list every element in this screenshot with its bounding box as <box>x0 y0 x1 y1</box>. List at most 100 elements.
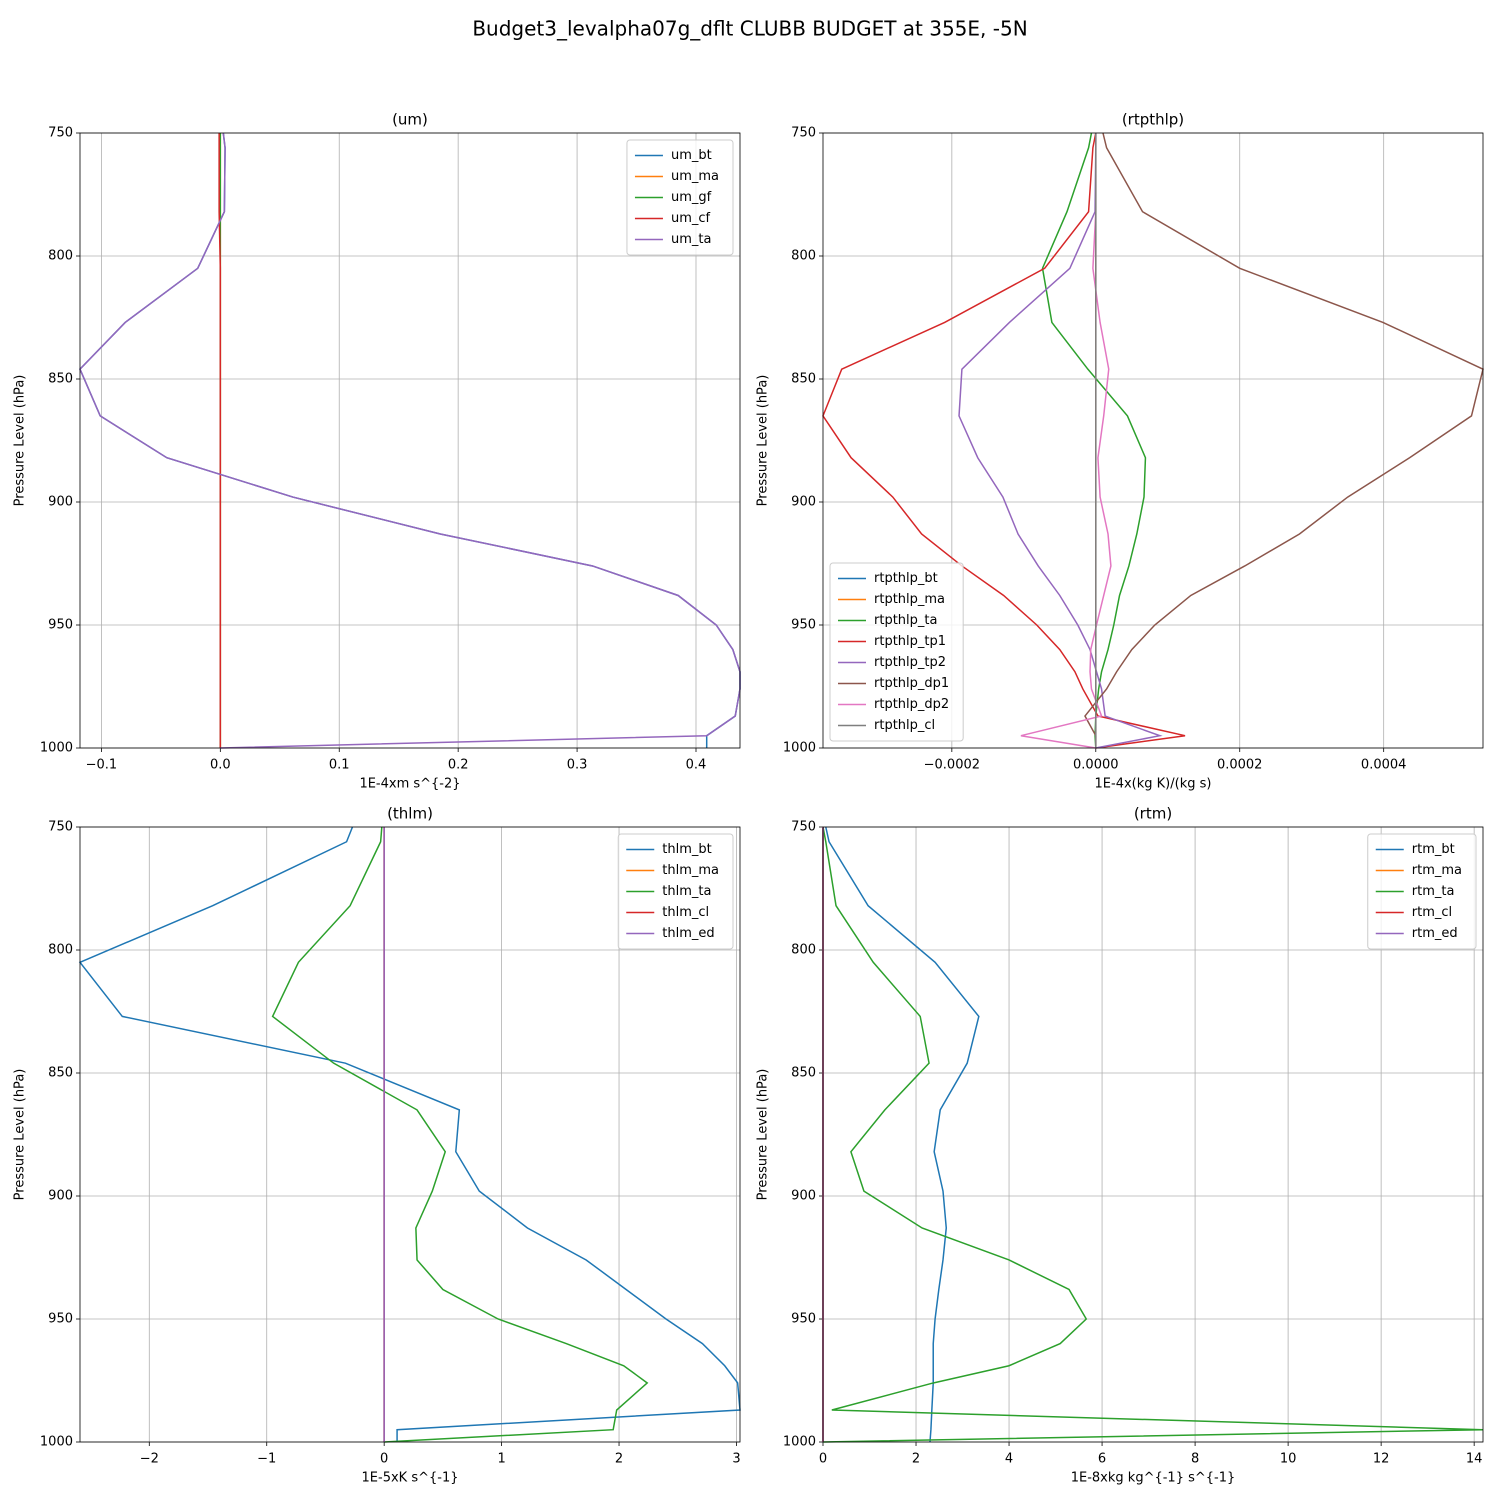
series-line <box>822 826 1484 1443</box>
legend-label: thlm_bt <box>662 842 711 857</box>
y-tick-label: 750 <box>48 126 73 141</box>
legend: um_bt um_ma um_gf um_cf um_ta <box>626 139 734 256</box>
legend: rtm_bt rtm_ma rtm_ta rtm_cl rtm_ed <box>1367 833 1477 950</box>
y-tick-label: 950 <box>48 618 73 633</box>
y-tick-label: 900 <box>791 495 816 510</box>
y-tick-label: 750 <box>48 820 73 835</box>
legend: thlm_bt thlm_ma thlm_ta thlm_cl thlm_ed <box>617 833 734 950</box>
legend-label: rtpthlp_tp1 <box>874 634 946 649</box>
y-axis-label: Pressure Level (hPa) <box>13 1069 28 1201</box>
y-axis-label: Pressure Level (hPa) <box>756 375 771 507</box>
x-tick-label: −2 <box>140 1452 159 1467</box>
legend-label: thlm_ed <box>662 926 714 941</box>
legend-box <box>829 562 964 742</box>
x-tick-label: 2 <box>912 1452 920 1467</box>
y-tick-label: 950 <box>48 1312 73 1327</box>
legend-label: rtpthlp_ta <box>874 613 937 628</box>
y-tick-label: 900 <box>48 1189 73 1204</box>
legend-label: rtm_cl <box>1412 905 1452 920</box>
legend-label: um_cf <box>671 211 711 226</box>
x-tick-label: 0.0000 <box>1073 758 1119 773</box>
legend-label: um_ta <box>671 232 711 247</box>
legend-label: rtm_bt <box>1412 842 1455 857</box>
legend-box <box>1367 833 1477 950</box>
y-tick-label: 850 <box>48 1066 73 1081</box>
x-tick-label: −1 <box>257 1452 276 1467</box>
x-axis-label: 1E-5xK s^{-1} <box>362 1471 459 1486</box>
x-tick-label: −0.1 <box>86 758 118 773</box>
legend-label: rtm_ed <box>1412 926 1458 941</box>
x-tick-label: 12 <box>1373 1452 1390 1467</box>
x-tick-label: 4 <box>1005 1452 1013 1467</box>
legend-label: um_gf <box>671 190 712 205</box>
legend-label: rtpthlp_dp1 <box>874 676 949 691</box>
x-tick-label: 0 <box>819 1452 827 1467</box>
x-tick-label: 0.1 <box>329 758 350 773</box>
x-tick-label: 0 <box>380 1452 388 1467</box>
axes-frame <box>79 826 741 1443</box>
y-tick-label: 1000 <box>40 1435 73 1450</box>
y-tick-label: 800 <box>791 249 816 264</box>
axes-frame <box>822 132 1484 749</box>
x-axis-label: 1E-4xm s^{-2} <box>359 777 460 792</box>
legend-box <box>626 139 734 256</box>
series-line <box>1041 132 1147 749</box>
y-tick-label: 1000 <box>40 741 73 756</box>
series-line <box>822 132 1186 749</box>
axes-frame <box>822 826 1484 1443</box>
y-tick-label: 950 <box>791 618 816 633</box>
y-tick-label: 750 <box>791 820 816 835</box>
x-tick-label: 1 <box>497 1452 505 1467</box>
legend-label: thlm_cl <box>662 905 709 920</box>
chart-title: (thlm) <box>387 805 433 823</box>
y-tick-label: 900 <box>791 1189 816 1204</box>
y-axis-label: Pressure Level (hPa) <box>756 1069 771 1201</box>
x-tick-label: 6 <box>1098 1452 1106 1467</box>
x-tick-label: −0.0002 <box>924 758 980 773</box>
y-tick-label: 850 <box>791 1066 816 1081</box>
x-tick-label: 0.3 <box>567 758 588 773</box>
legend-label: rtpthlp_tp2 <box>874 655 946 670</box>
y-tick-label: 1000 <box>783 1435 816 1450</box>
x-tick-label: 0.4 <box>686 758 707 773</box>
series-line <box>1020 133 1112 749</box>
x-tick-label: 0.2 <box>448 758 469 773</box>
legend-label: thlm_ta <box>662 884 711 899</box>
series-line <box>271 826 649 1443</box>
y-axis-label: Pressure Level (hPa) <box>13 375 28 507</box>
x-tick-label: 0.0 <box>210 758 231 773</box>
x-tick-label: 14 <box>1466 1452 1483 1467</box>
chart-title: (rtm) <box>1134 805 1172 823</box>
legend-label: rtpthlp_cl <box>874 718 935 733</box>
x-tick-label: 8 <box>1191 1452 1199 1467</box>
legend: rtpthlp_bt rtpthlp_ma rtpthlp_ta rtpthlp_tp… <box>829 562 964 742</box>
figure-title: Budget3_levalpha07g_dflt CLUBB BUDGET at… <box>472 17 1027 41</box>
x-axis-label: 1E-8xkg kg^{-1} s^{-1} <box>1071 1471 1236 1486</box>
series-line <box>825 826 980 1443</box>
legend-label: rtpthlp_dp2 <box>874 697 949 712</box>
y-tick-label: 850 <box>48 372 73 387</box>
y-tick-label: 800 <box>791 943 816 958</box>
x-axis-label: 1E-4x(kg K)/(kg s) <box>1095 777 1212 792</box>
chart-title: (rtpthlp) <box>1122 111 1184 129</box>
y-tick-label: 850 <box>791 372 816 387</box>
chart-title: (um) <box>392 111 428 129</box>
series-line <box>958 133 1163 749</box>
x-tick-label: 3 <box>732 1452 740 1467</box>
legend-label: thlm_ma <box>662 863 719 878</box>
series-line <box>218 133 222 748</box>
y-tick-label: 750 <box>791 126 816 141</box>
y-tick-label: 800 <box>48 943 73 958</box>
x-tick-label: 10 <box>1280 1452 1297 1467</box>
legend-label: um_ma <box>671 169 719 184</box>
y-tick-label: 900 <box>48 495 73 510</box>
legend-box <box>617 833 734 950</box>
x-tick-label: 0.0002 <box>1217 758 1263 773</box>
legend-label: rtm_ta <box>1412 884 1455 899</box>
axes-frame <box>79 132 741 749</box>
legend-label: rtpthlp_bt <box>874 571 938 586</box>
y-tick-label: 800 <box>48 249 73 264</box>
x-tick-label: 2 <box>615 1452 623 1467</box>
series-line <box>1084 132 1484 748</box>
